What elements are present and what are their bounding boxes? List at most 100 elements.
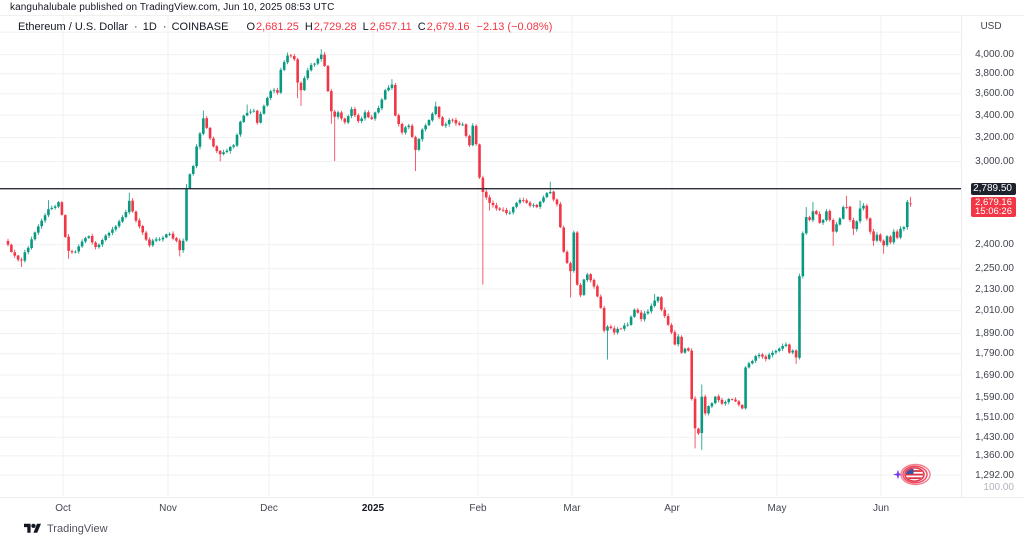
candle-body [37,226,40,233]
candle-body [744,367,747,409]
candle-body [380,99,384,109]
candle-body [754,356,757,361]
y-axis-tick-label: 2,130.00 [975,283,1014,295]
tradingview-logo-text: TradingView [47,523,108,535]
attribution-bar: kanguhalubale published on TradingView.c… [0,0,1024,16]
candle-body [94,242,97,247]
candle-body [306,70,310,79]
candle-body [649,305,653,312]
candle-body [286,55,289,63]
candle-body [205,118,209,128]
y-axis-tick-label: 1,590.00 [975,392,1014,404]
candle-body [437,106,441,118]
candle-body [619,328,623,330]
candle-body [296,59,299,83]
candle-body [461,124,464,126]
candle-body [562,227,566,252]
candle-body [424,125,427,130]
candle-body [434,106,438,114]
candle-body [40,220,43,227]
candle-body [313,63,316,65]
candle-body [717,396,720,401]
candle-body [350,109,353,117]
candle-body [784,344,788,346]
candle-body [178,240,182,251]
candle-body [121,217,124,222]
candle-body [138,220,141,227]
candle-wick [219,150,221,162]
candle-body [276,90,279,93]
candle-body [188,174,192,189]
candle-body [730,399,734,401]
candle-body [215,146,219,152]
candle-body [10,244,13,252]
candle-body [902,227,906,229]
candle-body [171,233,175,239]
candle-body [532,205,535,206]
candle-body [326,65,330,92]
candle-body [858,208,862,222]
symbol-row: Ethereum / U.S. Dollar · 1D · COINBASE O2,6… [18,21,552,33]
candle-body [107,232,111,236]
candle-wick [620,327,622,330]
y-axis-tick-label: 2,010.00 [975,305,1014,317]
candle-body [340,112,343,119]
candle-body [676,336,680,345]
candle-body [777,348,781,351]
candle-body [569,263,572,272]
candle-body [454,119,458,124]
y-axis-tick-label: 2,250.00 [975,263,1014,275]
candle-wick [246,104,248,117]
candle-body [336,112,340,117]
candle-body [57,202,60,207]
candle-body [343,118,347,123]
candle-body [154,239,158,241]
candle-wick [910,196,912,207]
candle-body [905,201,909,228]
current-price-text: 2,679.16 [975,196,1012,208]
candle-body [535,204,539,208]
candle-body [559,203,562,228]
candle-body [680,336,683,353]
candle-body [407,125,411,128]
candle-body [815,211,818,215]
candle-body [117,221,121,227]
tradingview-logo[interactable]: TradingView [24,521,108,537]
candle-body [855,221,859,230]
candle-body [80,241,84,247]
candle-body [185,188,188,241]
candle-wick [314,62,315,67]
candle-body [161,237,165,240]
candle-body [212,138,215,147]
candle-body [656,296,660,301]
candle-body [245,112,249,116]
candle-body [20,259,23,261]
ohlc-close-value: 2,679.16 [426,21,470,33]
price-axis[interactable] [961,16,1024,497]
candle-body [687,348,690,351]
candle-body [899,228,902,238]
candle-body [77,246,81,252]
candle-body [104,235,107,240]
candle-body [872,231,875,241]
candle-body [289,55,293,57]
candle-body [97,244,101,248]
candle-body [90,235,94,243]
candle-body [444,124,448,126]
time-axis[interactable]: Oct Nov Dec 2025 Feb Mar Apr May Jun [0,497,1024,519]
candle-body [693,398,697,429]
candle-body [633,309,636,317]
candle-wick [415,135,416,172]
candle-body [101,240,104,245]
candle-body [131,200,134,212]
candle-body [522,200,525,201]
candle-body [606,326,609,331]
candle-body [838,218,842,225]
candle-body [353,109,357,116]
candle-body [589,274,592,281]
candle-body [346,116,350,123]
candle-body [673,332,677,345]
candle-body [511,207,515,213]
candle-body [249,111,252,113]
